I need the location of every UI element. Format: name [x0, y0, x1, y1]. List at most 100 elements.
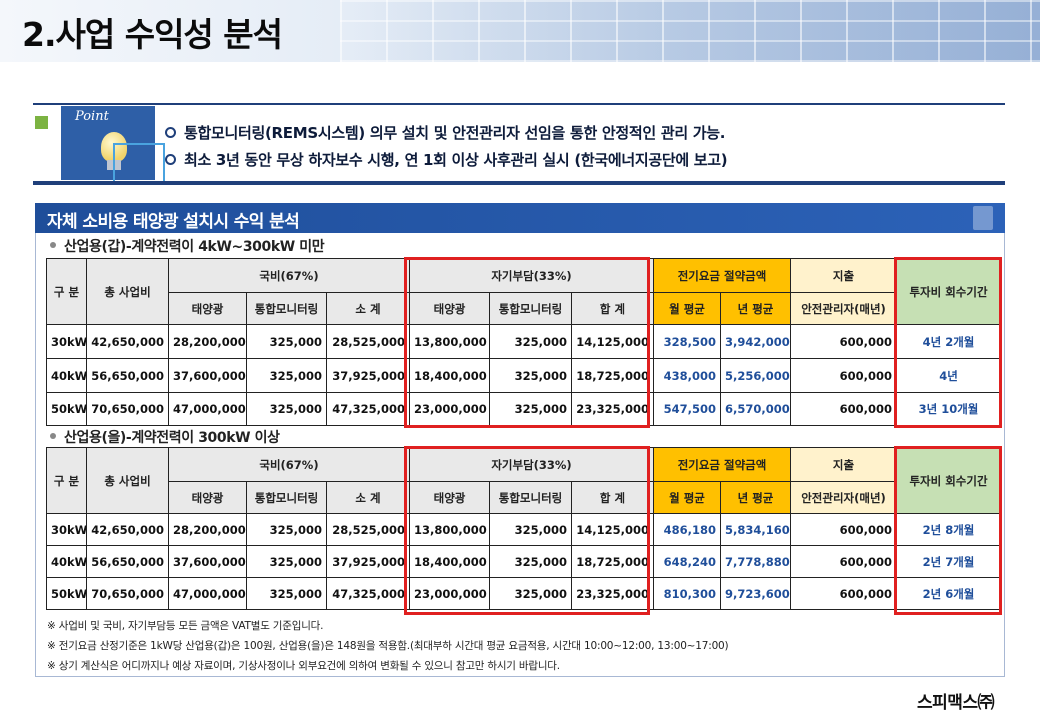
section-title: 자체 소비용 태양광 설치시 수익 분석 — [35, 203, 1005, 233]
cell-g-mon: 325,000 — [246, 513, 327, 546]
company-logo: 스피맥스㈜ — [916, 693, 995, 713]
cell-j-mon: 325,000 — [489, 358, 572, 393]
footnote: ※ 사업비 및 국비, 자기부담등 모든 금액은 VAT별도 기준입니다. — [47, 620, 324, 632]
revenue-table-b: 구 분 총 사업비 국비(67%) 자기부담(33%) 전기요금 절약금액 지출… — [46, 447, 1002, 610]
header-solar: 태양광 — [409, 292, 490, 325]
header-gubun: 구 분 — [46, 258, 87, 325]
table-row: 50kW 70,650,000 47,000,000 325,000 47,32… — [46, 577, 1002, 610]
cell-monthly: 328,500 — [653, 324, 722, 359]
header-monitoring: 통합모니터링 — [246, 481, 327, 514]
table-row: 30kW 42,650,000 28,200,000 325,000 28,52… — [46, 324, 1002, 359]
cell-yearly: 5,834,160 — [720, 513, 792, 546]
header-sum: 합 계 — [570, 292, 655, 325]
row-size: 40kW — [46, 545, 87, 578]
cell-j-mon: 325,000 — [489, 324, 572, 359]
cell-g-mon: 325,000 — [246, 577, 327, 610]
cell-manager: 600,000 — [790, 358, 898, 393]
revenue-table-a: 구 분 총 사업비 국비(67%) 자기부담(33%) 전기요금 절약금액 지출… — [46, 258, 1002, 426]
cell-payback: 3년 10개월 — [896, 392, 1002, 426]
header-manager: 안전관리자(매년) — [790, 481, 898, 514]
cell-payback: 2년 6개월 — [896, 577, 1002, 610]
frame-line — [163, 143, 165, 183]
header-jagi: 자기부담(33%) — [408, 447, 655, 482]
cell-total: 56,650,000 — [86, 358, 169, 393]
header-gubun: 구 분 — [46, 447, 87, 514]
cell-monthly: 810,300 — [653, 577, 722, 610]
header-saving: 전기요금 절약금액 — [653, 447, 792, 482]
header-manager: 안전관리자(매년) — [790, 292, 898, 325]
cell-manager: 600,000 — [790, 392, 898, 426]
cell-j-sum: 23,325,000 — [570, 577, 655, 610]
cell-g-sub: 37,925,000 — [326, 545, 410, 578]
header-subtotal: 소 계 — [326, 292, 410, 325]
divider-top — [33, 103, 1005, 105]
header-solar: 태양광 — [168, 292, 247, 325]
cell-total: 42,650,000 — [86, 513, 169, 546]
cell-j-sum: 23,325,000 — [570, 392, 655, 426]
frame-line — [113, 143, 115, 183]
header-yearly: 년 평균 — [720, 292, 792, 325]
cell-g-sub: 28,525,000 — [326, 513, 410, 546]
cell-j-solar: 13,800,000 — [409, 324, 490, 359]
cell-g-mon: 325,000 — [246, 392, 327, 426]
header-expense: 지출 — [790, 258, 898, 293]
cell-yearly: 9,723,600 — [720, 577, 792, 610]
point-item-text: 최소 3년 동안 무상 하자보수 시행, 연 1회 이상 사후관리 실시 (한국… — [184, 151, 728, 169]
header-banner: 2.사업 수익성 분석 — [0, 0, 1040, 62]
cell-total: 42,650,000 — [86, 324, 169, 359]
footnote: ※ 상기 계산식은 어디까지나 예상 자료이며, 기상사정이나 외부요건에 의하… — [47, 660, 560, 672]
subhead-text: 산업용(갑)-계약전력이 4kW~300kW 미만 — [64, 239, 325, 255]
divider-bottom — [33, 181, 1005, 185]
header-solar: 태양광 — [168, 481, 247, 514]
subhead-industrial-a: 산업용(갑)-계약전력이 4kW~300kW 미만 — [50, 236, 325, 256]
cell-g-solar: 47,000,000 — [168, 577, 247, 610]
cell-monthly: 648,240 — [653, 545, 722, 578]
cell-j-mon: 325,000 — [489, 392, 572, 426]
cell-g-solar: 28,200,000 — [168, 513, 247, 546]
table-row: 50kW 70,650,000 47,000,000 325,000 47,32… — [46, 392, 1002, 426]
cell-j-sum: 18,725,000 — [570, 545, 655, 578]
cell-payback: 4년 — [896, 358, 1002, 393]
circle-bullet-icon — [165, 127, 176, 138]
cell-j-solar: 23,000,000 — [409, 577, 490, 610]
cell-g-solar: 37,600,000 — [168, 358, 247, 393]
subhead-industrial-b: 산업용(을)-계약전력이 300kW 이상 — [50, 427, 280, 447]
cell-j-mon: 325,000 — [489, 577, 572, 610]
header-gukbi: 국비(67%) — [168, 258, 410, 293]
header-monitoring: 통합모니터링 — [489, 292, 572, 325]
cell-g-sub: 28,525,000 — [326, 324, 410, 359]
header-subtotal: 소 계 — [326, 481, 410, 514]
cell-g-sub: 37,925,000 — [326, 358, 410, 393]
header-solar: 태양광 — [409, 481, 490, 514]
section-frame — [35, 233, 1005, 677]
point-item-text: 통합모니터링(REMS시스템) 의무 설치 및 안전관리자 선임을 통한 안정적… — [184, 124, 726, 142]
header-yearly: 년 평균 — [720, 481, 792, 514]
point-item: 통합모니터링(REMS시스템) 의무 설치 및 안전관리자 선임을 통한 안정적… — [165, 122, 725, 143]
header-expense: 지출 — [790, 447, 898, 482]
cell-manager: 600,000 — [790, 545, 898, 578]
header-monthly: 월 평균 — [653, 481, 722, 514]
cell-yearly: 7,778,880 — [720, 545, 792, 578]
cell-g-solar: 28,200,000 — [168, 324, 247, 359]
header-jagi: 자기부담(33%) — [408, 258, 655, 293]
frame-line — [113, 143, 165, 145]
cell-payback: 2년 7개월 — [896, 545, 1002, 578]
green-square-icon — [35, 116, 48, 129]
cell-g-solar: 37,600,000 — [168, 545, 247, 578]
cell-yearly: 6,570,000 — [720, 392, 792, 426]
row-size: 50kW — [46, 392, 87, 426]
cell-j-mon: 325,000 — [489, 513, 572, 546]
cell-j-mon: 325,000 — [489, 545, 572, 578]
header-saving: 전기요금 절약금액 — [653, 258, 792, 293]
header-sum: 합 계 — [570, 481, 655, 514]
footnotes: ※ 사업비 및 국비, 자기부담등 모든 금액은 VAT별도 기준입니다. ※ … — [47, 616, 729, 676]
cell-payback: 4년 2개월 — [896, 324, 1002, 359]
cell-g-sub: 47,325,000 — [326, 392, 410, 426]
solar-panel-background — [340, 0, 1040, 62]
table-row: 40kW 56,650,000 37,600,000 325,000 37,92… — [46, 545, 1002, 578]
cell-g-mon: 325,000 — [246, 545, 327, 578]
cell-total: 70,650,000 — [86, 577, 169, 610]
cell-j-sum: 14,125,000 — [570, 324, 655, 359]
row-size: 30kW — [46, 513, 87, 546]
point-badge: Point — [75, 109, 109, 124]
